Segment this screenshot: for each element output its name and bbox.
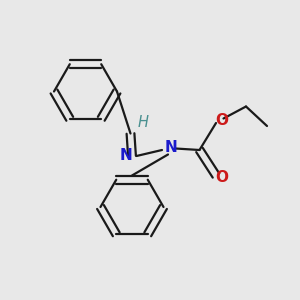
Text: N: N — [165, 140, 177, 154]
Text: H: H — [138, 116, 148, 130]
Text: N: N — [120, 148, 132, 164]
Text: O: O — [215, 113, 228, 128]
Text: O: O — [215, 170, 228, 185]
